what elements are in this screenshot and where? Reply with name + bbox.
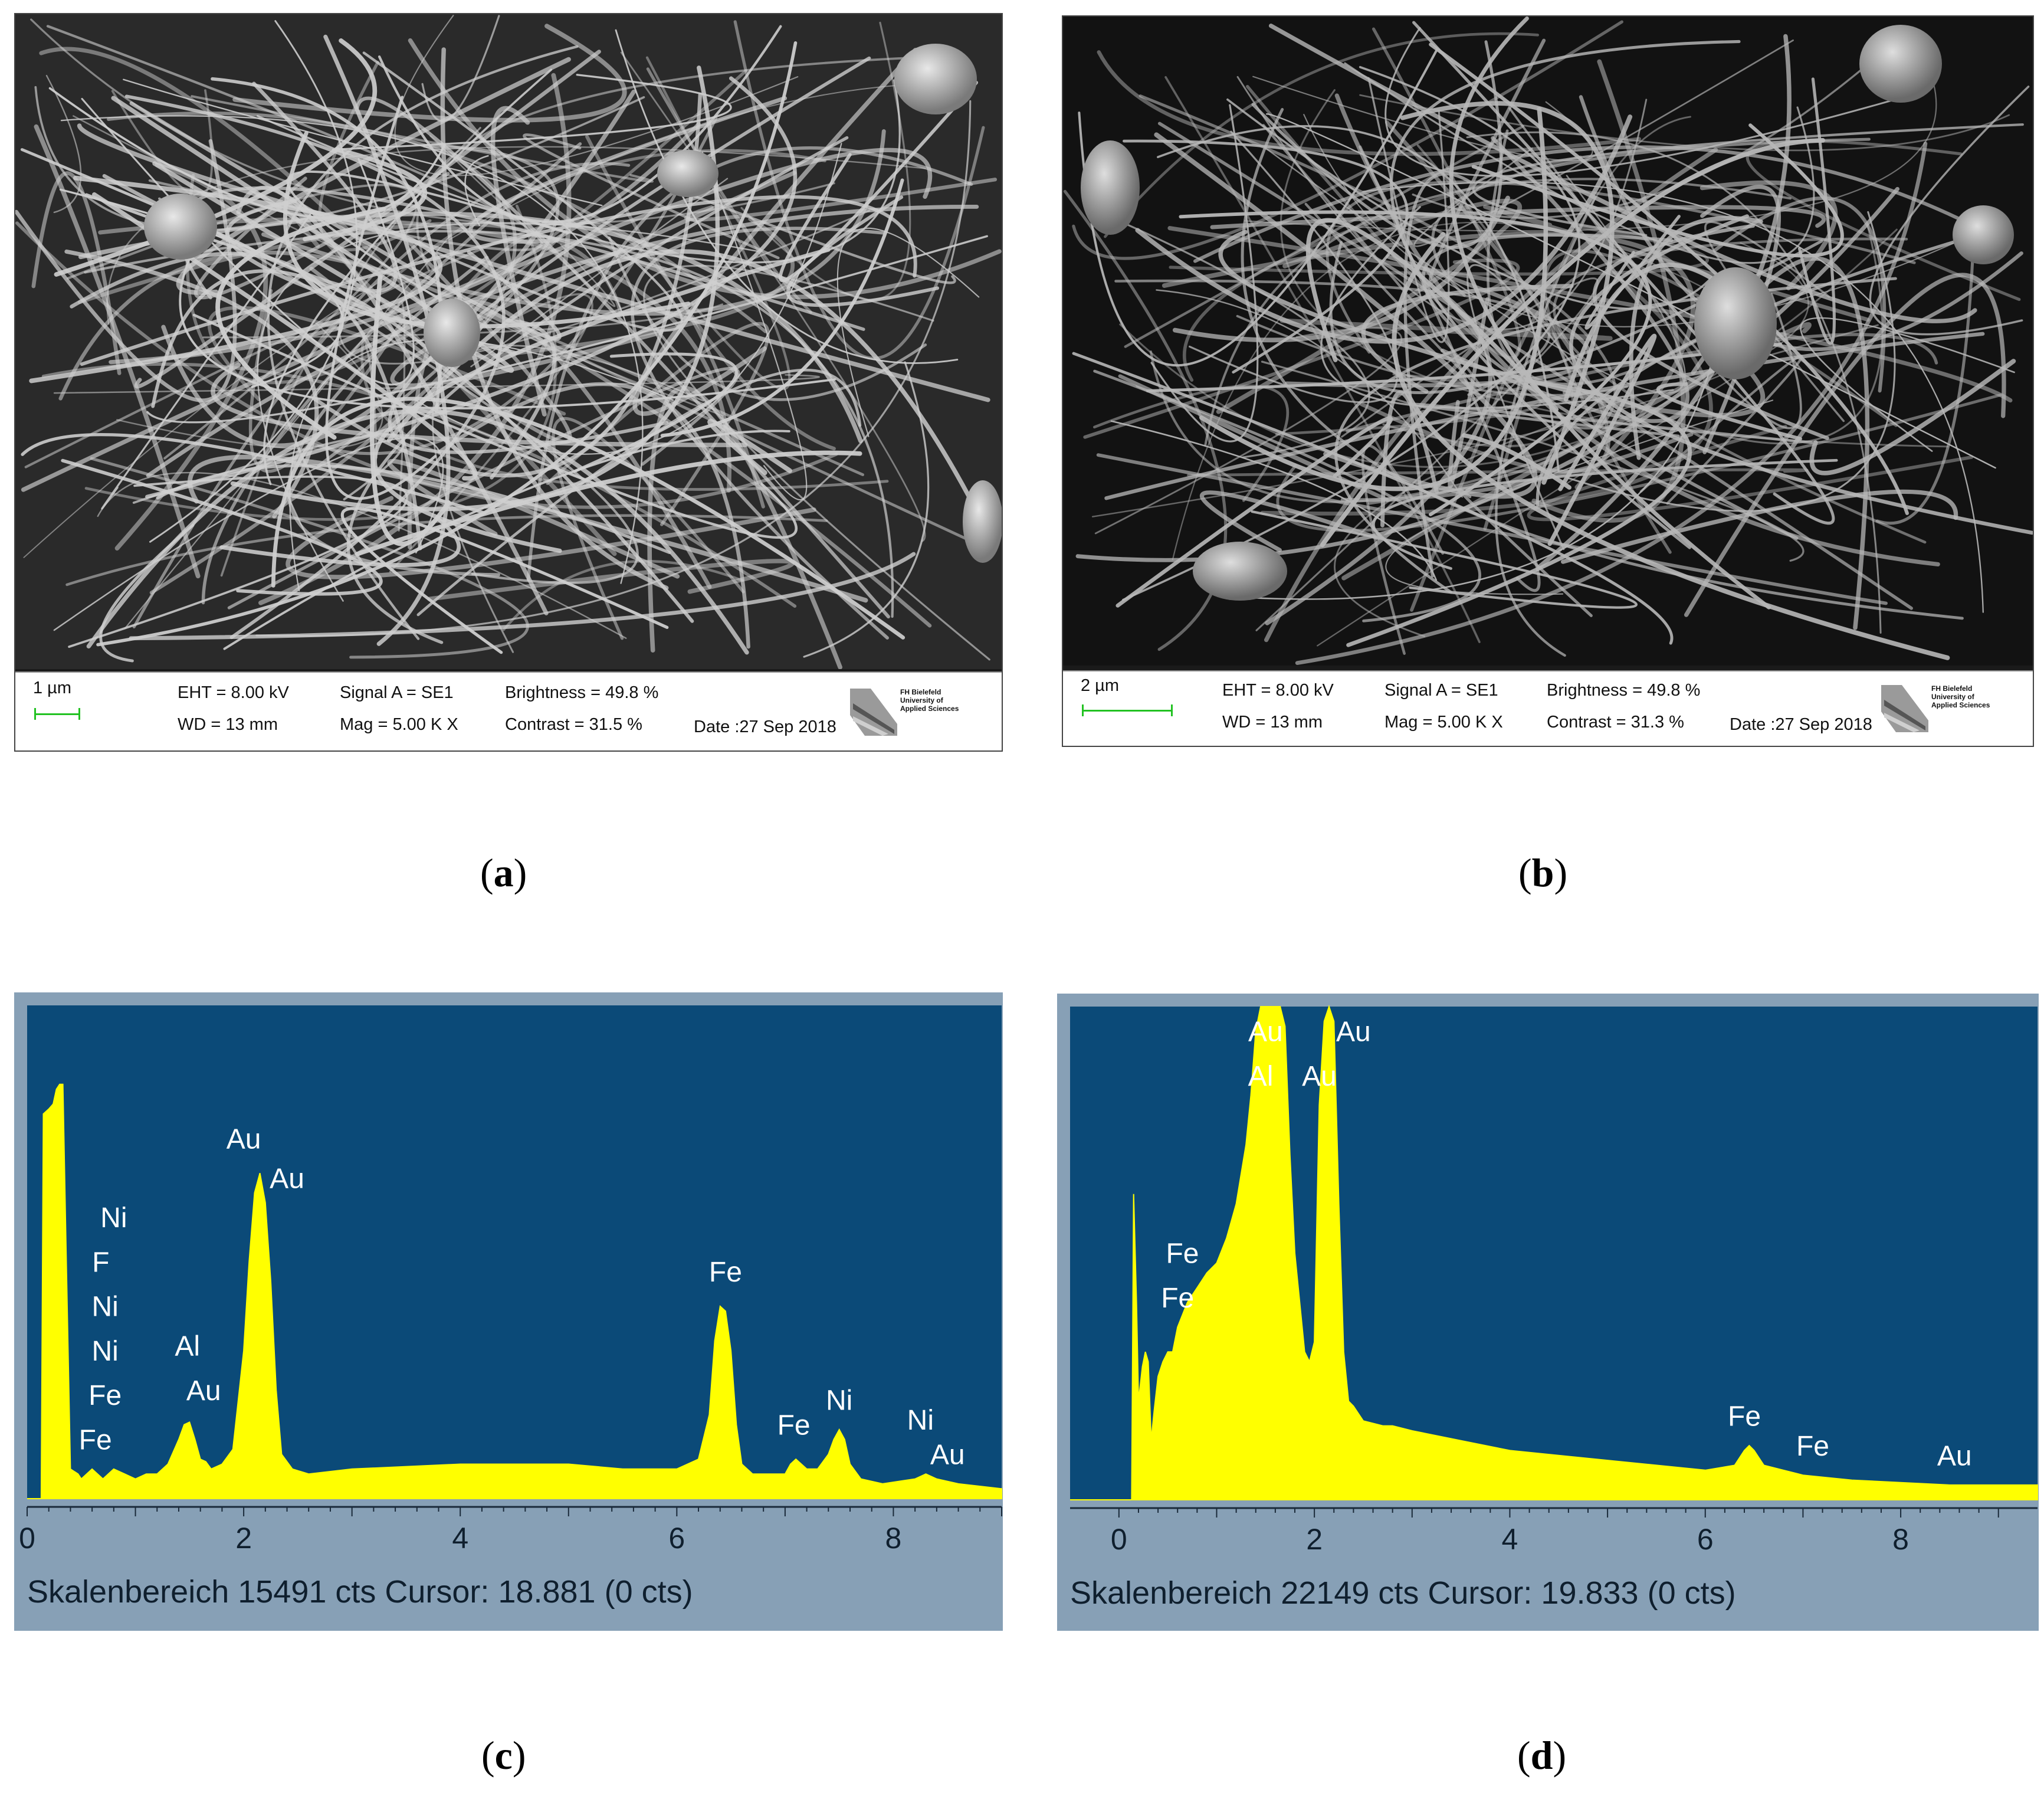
peak-label: Ni: [91, 1292, 118, 1323]
scale-bar: [1082, 704, 1173, 716]
eht-value: EHT = 8.00 kV: [178, 683, 289, 702]
spectrum-area: [27, 1083, 1002, 1499]
sem-fiber-texture-a: [15, 14, 1002, 669]
peak-label: Au: [1248, 1017, 1283, 1048]
x-tick-label: 8: [885, 1522, 902, 1555]
panel-label-a: (a): [480, 850, 527, 895]
peak-label: F: [92, 1247, 109, 1278]
peak-label: Ni: [907, 1405, 934, 1436]
peak-label: Au: [1302, 1061, 1337, 1092]
contrast-value: Contrast = 31.3 %: [1547, 713, 1684, 732]
sem-fiber-texture-b: [1063, 17, 2033, 666]
peak-label: Au: [1336, 1017, 1371, 1048]
x-tick-label: 2: [1306, 1523, 1323, 1556]
sem-databar-a: 1 µm EHT = 8.00 kV WD = 13 mm Signal A =…: [15, 671, 1002, 750]
eds-status-line: Skalenbereich 22149 cts Cursor: 19.833 (…: [1070, 1575, 1736, 1611]
eht-value: EHT = 8.00 kV: [1222, 681, 1334, 700]
peak-label: Fe: [1796, 1431, 1829, 1462]
peak-label: Au: [227, 1123, 261, 1155]
peak-label: Fe: [709, 1257, 742, 1288]
spectrum-area: [1070, 1004, 2038, 1500]
peak-label: Ni: [100, 1202, 127, 1234]
eds-chart-d: 0 2 4 6 8 Au Au Al Au Fe Fe Fe Fe Au: [1070, 1004, 2038, 1556]
logo-mark-icon: [1881, 685, 1928, 732]
sem-databar-b: 2 µm EHT = 8.00 kV WD = 13 mm Signal A =…: [1063, 670, 2033, 746]
peak-label: Ni: [826, 1385, 852, 1417]
signal-value: Signal A = SE1: [1384, 681, 1498, 700]
x-tick-label: 6: [668, 1522, 685, 1555]
x-tick-label: 4: [452, 1522, 468, 1555]
contrast-value: Contrast = 31.5 %: [505, 715, 642, 734]
scale-label: 2 µm: [1081, 676, 1120, 695]
wd-value: WD = 13 mm: [1222, 713, 1323, 732]
logo-line: University of: [900, 696, 943, 704]
x-tick-label: 0: [19, 1522, 35, 1555]
peak-label: Fe: [88, 1380, 122, 1411]
x-tick-label: 0: [1111, 1523, 1127, 1556]
plot-area: [27, 1005, 1002, 1499]
scale-label: 1 µm: [33, 679, 72, 697]
peak-label: Fe: [79, 1424, 112, 1456]
date-value: Date :27 Sep 2018: [1730, 715, 1872, 734]
eds-spectrum-c: 0 2 4 6 8 Au Au Ni F Ni Ni Al Fe Au Fe Fe Fe Ni Ni Au Skale…: [14, 992, 1003, 1631]
peak-label: Au: [186, 1375, 221, 1407]
peak-label: Fe: [1166, 1238, 1199, 1270]
institution-logo: FH Bielefeld University of Applied Scien…: [1878, 676, 2020, 739]
logo-line: University of: [1931, 693, 1974, 701]
logo-line: FH Bielefeld: [900, 688, 941, 696]
peak-label: Fe: [1161, 1283, 1194, 1314]
eds-spectrum-d: 0 2 4 6 8 Au Au Al Au Fe Fe Fe Fe Au Skalenbereich 22…: [1057, 994, 2039, 1631]
x-tick-label: 8: [1892, 1523, 1909, 1556]
panel-label-c: (c): [481, 1733, 526, 1778]
peak-label: Au: [930, 1439, 965, 1470]
sem-image-b: 2 µm EHT = 8.00 kV WD = 13 mm Signal A =…: [1062, 15, 2034, 747]
peak-label: Fe: [777, 1410, 811, 1441]
logo-line: Applied Sciences: [900, 704, 959, 713]
sem-image-a: 1 µm EHT = 8.00 kV WD = 13 mm Signal A =…: [14, 13, 1003, 752]
date-value: Date :27 Sep 2018: [694, 717, 836, 736]
x-tick-label: 2: [235, 1522, 252, 1555]
x-tick-label: 6: [1697, 1523, 1714, 1556]
peak-label: Al: [1248, 1061, 1274, 1092]
peak-label: Fe: [1728, 1401, 1761, 1433]
brightness-value: Brightness = 49.8 %: [1547, 681, 1701, 700]
logo-line: Applied Sciences: [1931, 701, 1990, 709]
mag-value: Mag = 5.00 K X: [340, 715, 458, 734]
signal-value: Signal A = SE1: [340, 683, 454, 702]
brightness-value: Brightness = 49.8 %: [505, 683, 659, 702]
peak-label: Au: [270, 1163, 304, 1194]
x-tick-label: 4: [1502, 1523, 1518, 1556]
eds-status-line: Skalenbereich 15491 cts Cursor: 18.881 (…: [27, 1574, 693, 1610]
panel-label-b: (b): [1518, 850, 1568, 895]
panel-label-d: (d): [1517, 1733, 1567, 1778]
wd-value: WD = 13 mm: [178, 715, 278, 734]
scale-bar: [34, 708, 80, 720]
logo-mark-icon: [850, 689, 897, 736]
peak-label: Au: [1937, 1440, 1972, 1471]
peak-label: Al: [175, 1331, 200, 1362]
peak-label: Ni: [91, 1336, 118, 1367]
logo-line: FH Bielefeld: [1931, 684, 1973, 693]
institution-logo: FH Bielefeld University of Applied Scien…: [847, 680, 989, 742]
mag-value: Mag = 5.00 K X: [1384, 713, 1503, 732]
